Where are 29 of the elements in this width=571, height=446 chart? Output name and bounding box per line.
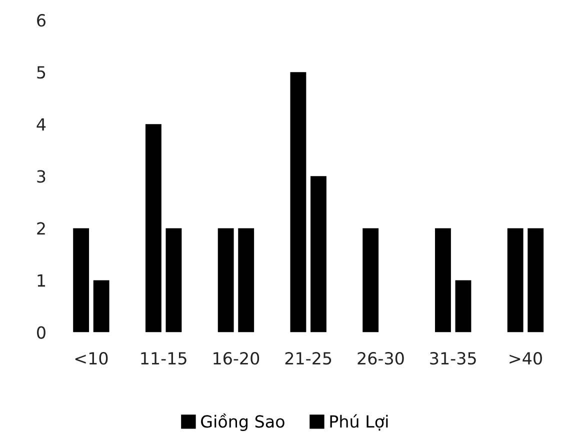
bar — [435, 228, 451, 332]
x-tick-label: 16-20 — [214, 352, 260, 365]
x-tick-label: 11-15 — [141, 352, 186, 365]
x-tick-label: 26-30 — [358, 352, 404, 365]
y-tick-label: 6 — [37, 14, 46, 27]
bar — [362, 228, 379, 332]
y-tick-label: 3 — [37, 170, 46, 183]
bar — [218, 228, 234, 332]
bar — [93, 280, 110, 332]
bar — [238, 228, 254, 332]
bar — [290, 72, 306, 332]
y-tick-label: 4 — [36, 118, 46, 130]
bar — [145, 124, 162, 332]
bar — [310, 176, 326, 332]
y-tick-label: 0 — [37, 326, 46, 339]
bar — [507, 228, 524, 332]
legend-label: Phú Lợi — [330, 414, 388, 431]
bar — [528, 228, 544, 332]
x-tick-label: 21-25 — [285, 352, 332, 365]
x-tick-label: <10 — [75, 352, 108, 365]
x-tick-label: 31-35 — [430, 352, 476, 365]
x-tick-label: >40 — [510, 352, 542, 365]
bar — [73, 228, 90, 332]
legend-label: Giồng Sao — [201, 413, 284, 431]
bar — [166, 228, 182, 332]
y-tick-label: 5 — [37, 66, 46, 79]
y-tick-label: 2 — [37, 222, 45, 235]
y-tick-label: 1 — [38, 274, 45, 287]
bar — [455, 280, 472, 332]
